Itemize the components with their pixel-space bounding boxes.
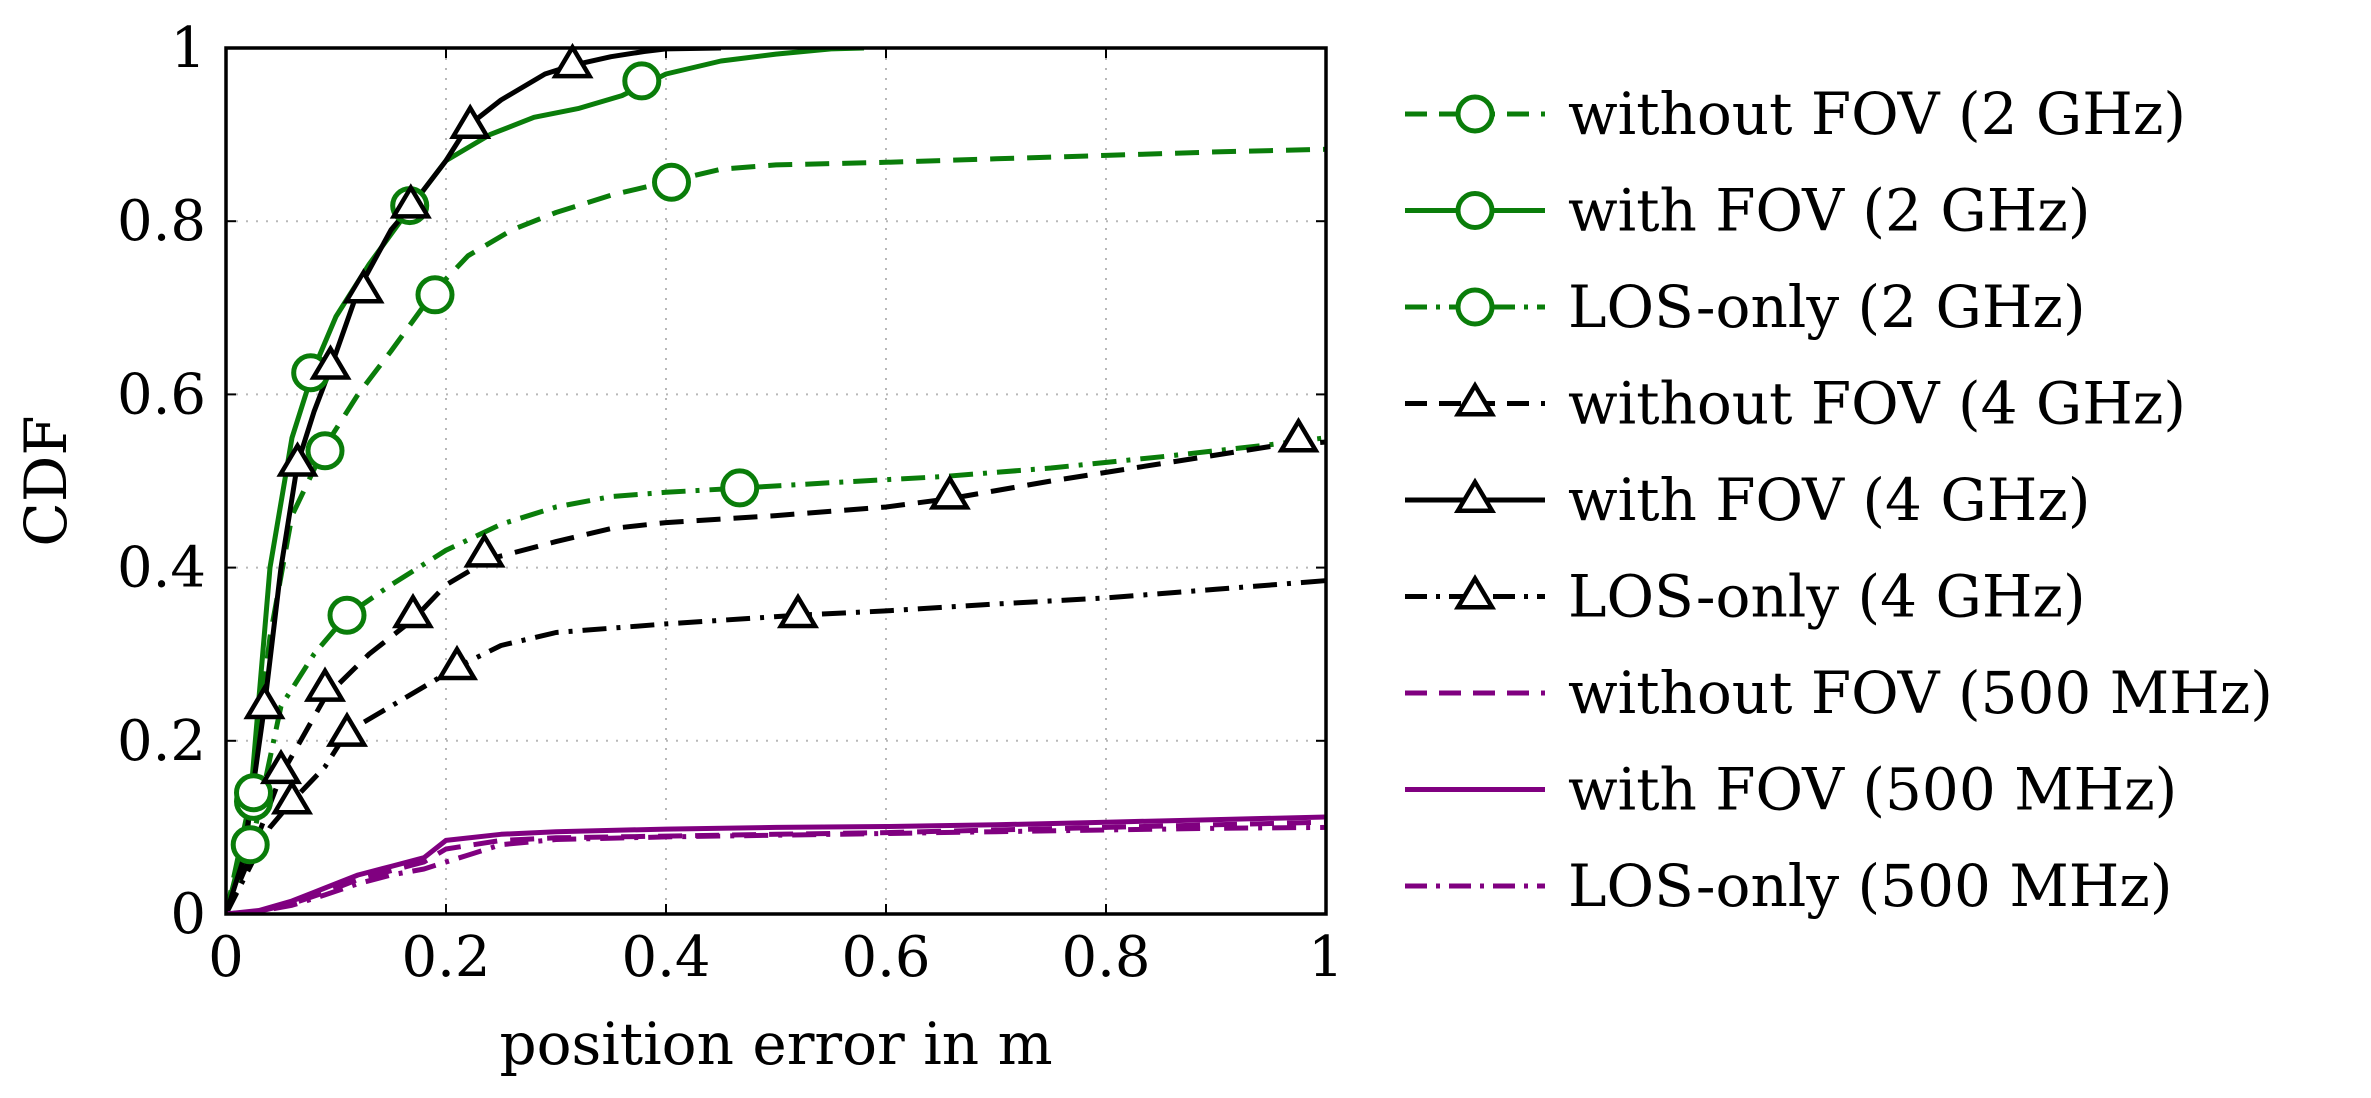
series-4-marker <box>276 441 319 477</box>
series-4-marker <box>309 344 352 380</box>
grid-lines <box>226 48 1326 914</box>
legend-entry: with FOV (2 GHz) <box>1405 177 2090 245</box>
y-axis-label: CDF <box>12 415 80 546</box>
legend-entry: without FOV (4 GHz) <box>1405 370 2186 438</box>
series-line-7 <box>226 814 1326 914</box>
series-1-marker <box>622 61 662 101</box>
plot-frame <box>224 46 1328 916</box>
legend-marker <box>1453 477 1497 514</box>
legend-label: LOS-only (500 MHz) <box>1568 852 2172 920</box>
series-5-marker <box>776 592 820 629</box>
y-tick-label: 0.6 <box>117 362 206 427</box>
series-line-3 <box>226 439 1326 914</box>
y-tick-label: 0.8 <box>117 189 206 254</box>
series-5-marker <box>325 711 369 747</box>
legend-entry: with FOV (500 MHz) <box>1405 756 2177 824</box>
series-line-2 <box>226 435 1326 914</box>
series-2-marker <box>327 595 367 635</box>
legend-entry: LOS-only (500 MHz) <box>1405 852 2172 920</box>
series-4-marker <box>389 183 432 219</box>
legend-marker <box>1453 381 1497 417</box>
series-2-marker <box>230 825 270 865</box>
series-5-marker <box>435 644 479 681</box>
x-axis-label: position error in m <box>499 1010 1052 1078</box>
series-4-marker <box>551 42 594 79</box>
series-3-marker <box>391 592 435 629</box>
series-3-marker <box>928 474 971 510</box>
x-tick-label: 0 <box>208 925 244 990</box>
series-4-marker <box>449 103 492 139</box>
series-3-marker <box>463 532 506 568</box>
x-tick-label: 0.4 <box>621 925 710 990</box>
legend-entry: with FOV (4 GHz) <box>1405 466 2090 534</box>
series-0-marker <box>652 162 691 202</box>
x-tick-label: 0.8 <box>1061 925 1150 990</box>
legend-label: without FOV (4 GHz) <box>1568 370 2186 438</box>
series-0-marker <box>415 275 455 315</box>
legend-label: LOS-only (2 GHz) <box>1568 273 2086 341</box>
series-line-5 <box>226 578 1326 914</box>
legend-label: without FOV (2 GHz) <box>1568 80 2186 148</box>
legend: without FOV (2 GHz) with FOV (2 GHz) LOS-o… <box>1405 80 2273 920</box>
legend-label: with FOV (4 GHz) <box>1568 466 2090 534</box>
series-4-marker <box>342 268 385 304</box>
legend-entry: LOS-only (4 GHz) <box>1405 563 2086 631</box>
legend-marker <box>1455 191 1495 230</box>
series-3-marker <box>303 666 347 702</box>
series-4-marker <box>243 683 286 720</box>
series-1-marker <box>234 773 273 813</box>
legend-entry: LOS-only (2 GHz) <box>1405 273 2086 341</box>
x-tick-label: 0.2 <box>401 925 490 990</box>
legend-label: with FOV (2 GHz) <box>1568 177 2090 245</box>
y-tick-label: 0.2 <box>117 709 206 774</box>
y-tick-label: 0.4 <box>117 536 206 601</box>
series-markers <box>230 42 1320 865</box>
legend-entry: without FOV (2 GHz) <box>1405 80 2186 148</box>
series-2-marker <box>720 468 760 508</box>
series-line-0 <box>226 146 1326 914</box>
series-5-marker <box>270 779 314 815</box>
y-tick-labels: 0 0.2 0.4 0.6 0.8 1 <box>117 16 206 947</box>
legend-label: with FOV (500 MHz) <box>1568 756 2177 824</box>
legend-marker <box>1453 574 1497 610</box>
x-tick-labels: 0 0.2 0.4 0.6 0.8 1 <box>208 925 1344 990</box>
x-tick-label: 0.6 <box>841 925 930 990</box>
legend-marker <box>1455 94 1495 134</box>
series-3-marker <box>1277 417 1320 453</box>
x-tick-label: 1 <box>1308 925 1344 990</box>
axis-ticks <box>225 47 1327 915</box>
series-lines <box>226 48 1326 914</box>
series-3-marker <box>259 748 303 785</box>
series-0-marker <box>305 431 345 471</box>
legend-label: LOS-only (4 GHz) <box>1568 563 2086 631</box>
legend-entry: without FOV (500 MHz) <box>1405 659 2273 727</box>
legend-marker <box>1455 287 1495 327</box>
y-tick-label: 1 <box>170 16 206 81</box>
y-tick-label: 0 <box>170 882 206 947</box>
legend-label: without FOV (500 MHz) <box>1568 659 2273 727</box>
